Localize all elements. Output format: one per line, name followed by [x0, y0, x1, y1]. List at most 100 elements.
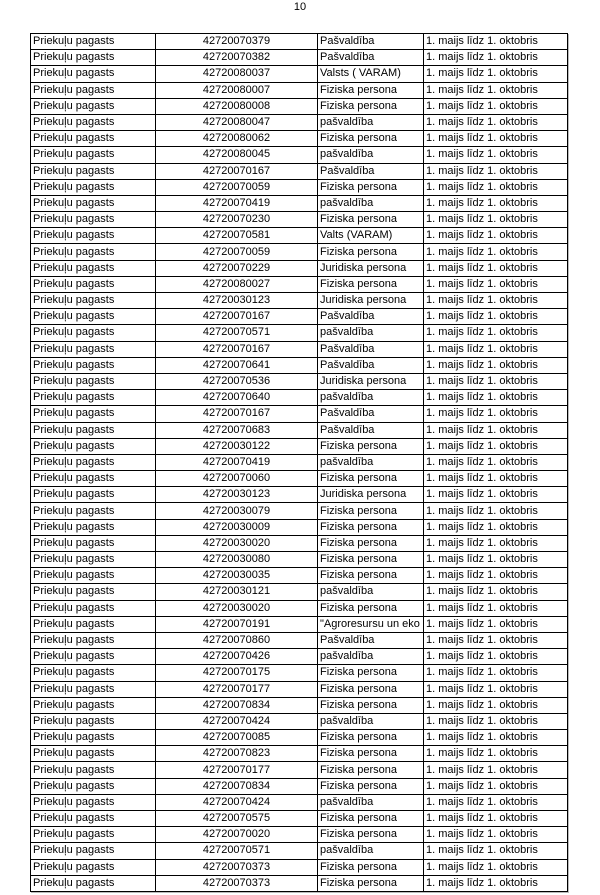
owner-type-cell: Fiziska persona: [317, 874, 424, 892]
period-cell: 1. maijs līdz 1. oktobris: [423, 583, 568, 601]
period-cell: 1. maijs līdz 1. oktobris: [423, 518, 568, 536]
cadastral-number-cell: 42720030123: [155, 291, 318, 310]
period-cell: 1. maijs līdz 1. oktobris: [423, 178, 568, 196]
cadastral-number-cell: 42720070571: [155, 324, 318, 342]
period-cell: 1. maijs līdz 1. oktobris: [423, 259, 568, 277]
owner-type-cell: Fiziska persona: [317, 178, 424, 196]
period-cell: 1. maijs līdz 1. oktobris: [423, 874, 568, 892]
table-row: Priekuļu pagasts 42720070860 Pašvaldība 1. …: [30, 631, 568, 650]
period-cell: 1. maijs līdz 1. oktobris: [423, 842, 568, 860]
parish-cell: Priekuļu pagasts: [30, 308, 156, 326]
table-row: Priekuļu pagasts 42720030121 pašvaldība 1. …: [30, 583, 568, 601]
parish-cell: Priekuļu pagasts: [30, 178, 156, 196]
parish-cell: Priekuļu pagasts: [30, 372, 156, 391]
table-row: Priekuļu pagasts 42720030080 Fiziska perso…: [30, 550, 568, 569]
table-row: Priekuļu pagasts 42720030122 Fiziska perso…: [30, 437, 568, 455]
cadastral-number-cell: 42720030123: [155, 486, 318, 504]
owner-type-cell: pašvaldība: [317, 842, 424, 860]
parish-cell: Priekuļu pagasts: [30, 680, 156, 698]
owner-type-cell: Pašvaldība: [317, 162, 424, 180]
parish-cell: Priekuļu pagasts: [30, 486, 156, 504]
cadastral-number-cell: 42720070575: [155, 809, 318, 828]
owner-type-cell: Fiziska persona: [317, 550, 424, 569]
owner-type-cell: Fiziska persona: [317, 761, 424, 779]
period-cell: 1. maijs līdz 1. oktobris: [423, 631, 568, 650]
parish-cell: Priekuļu pagasts: [30, 49, 156, 67]
cadastral-number-cell: 42720070683: [155, 421, 318, 439]
parish-cell: Priekuļu pagasts: [30, 130, 156, 148]
table-row: Priekuļu pagasts 42720070059 Fiziska perso…: [30, 178, 568, 196]
cadastral-number-cell: 42720070060: [155, 470, 318, 488]
owner-type-cell: Fiziska persona: [317, 437, 424, 455]
table-body: Priekuļu pagasts 42720070379 Pašvaldība 1. …: [30, 32, 568, 892]
parish-cell: Priekuļu pagasts: [30, 453, 156, 472]
owner-type-cell: Fiziska persona: [317, 777, 424, 795]
table-row: Priekuļu pagasts 42720030009 Fiziska perso…: [30, 518, 568, 536]
parish-cell: Priekuļu pagasts: [30, 421, 156, 439]
cadastral-number-cell: 42720070167: [155, 340, 318, 358]
table-row: Priekuļu pagasts 42720080007 Fiziska perso…: [30, 81, 568, 99]
period-cell: 1. maijs līdz 1. oktobris: [423, 437, 568, 455]
table-row: Priekuļu pagasts 42720030035 Fiziska perso…: [30, 567, 568, 585]
parish-cell: Priekuļu pagasts: [30, 696, 156, 714]
table-row: Priekuļu pagasts 42720070424 pašvaldība 1. …: [30, 793, 568, 812]
parish-cell: Priekuļu pagasts: [30, 470, 156, 488]
owner-type-cell: Pašvaldība: [317, 49, 424, 67]
table-row: Priekuļu pagasts 42720070834 Fiziska perso…: [30, 696, 568, 714]
table-row: Priekuļu pagasts 42720070382 Pašvaldība 1. …: [30, 49, 568, 67]
cadastral-number-cell: 42720070373: [155, 858, 318, 876]
parish-cell: Priekuļu pagasts: [30, 842, 156, 860]
parish-cell: Priekuļu pagasts: [30, 291, 156, 310]
owner-type-cell: Fiziska persona: [317, 599, 424, 617]
parish-cell: Priekuļu pagasts: [30, 858, 156, 876]
parish-cell: Priekuļu pagasts: [30, 631, 156, 650]
period-cell: 1. maijs līdz 1. oktobris: [423, 680, 568, 698]
table-row: Priekuļu pagasts 42720070175 Fiziska perso…: [30, 664, 568, 682]
parish-cell: Priekuļu pagasts: [30, 437, 156, 455]
parish-cell: Priekuļu pagasts: [30, 227, 156, 245]
period-cell: 1. maijs līdz 1. oktobris: [423, 664, 568, 682]
cadastral-number-cell: 42720070641: [155, 356, 318, 374]
owner-type-cell: Fiziska persona: [317, 534, 424, 553]
period-cell: 1. maijs līdz 1. oktobris: [423, 421, 568, 439]
cadastral-number-cell: 42720070823: [155, 745, 318, 763]
cadastral-number-cell: 42720030080: [155, 550, 318, 569]
table-row: Priekuļu pagasts 42720080047 pašvaldība 1. …: [30, 113, 568, 132]
owner-type-cell: Fiziska persona: [317, 518, 424, 536]
owner-type-cell: Fiziska persona: [317, 211, 424, 229]
cadastral-number-cell: 42720070419: [155, 453, 318, 472]
owner-type-cell: Fiziska persona: [317, 729, 424, 747]
owner-type-cell: pašvaldība: [317, 712, 424, 731]
owner-type-cell: Fiziska persona: [317, 809, 424, 828]
table-row: Priekuļu pagasts 42720070575 Fiziska perso…: [30, 809, 568, 828]
owner-type-cell: Fiziska persona: [317, 130, 424, 148]
parish-cell: Priekuļu pagasts: [30, 324, 156, 342]
parish-cell: Priekuļu pagasts: [30, 32, 156, 51]
parish-cell: Priekuļu pagasts: [30, 340, 156, 358]
owner-type-cell: pašvaldība: [317, 194, 424, 213]
owner-type-cell: Pašvaldība: [317, 356, 424, 374]
period-cell: 1. maijs līdz 1. oktobris: [423, 777, 568, 795]
cadastral-number-cell: 42720070059: [155, 243, 318, 261]
period-cell: 1. maijs līdz 1. oktobris: [423, 453, 568, 472]
parish-cell: Priekuļu pagasts: [30, 97, 156, 115]
cadastral-number-cell: 42720070834: [155, 696, 318, 714]
cadastral-number-cell: 42720070581: [155, 227, 318, 245]
cadastral-number-cell: 42720070177: [155, 680, 318, 698]
owner-type-cell: Pašvaldība: [317, 340, 424, 358]
period-cell: 1. maijs līdz 1. oktobris: [423, 534, 568, 553]
owner-type-cell: Fiziska persona: [317, 826, 424, 844]
owner-type-cell: "Agroresursu un eko: [317, 615, 424, 633]
owner-type-cell: pašvaldība: [317, 648, 424, 666]
period-cell: 1. maijs līdz 1. oktobris: [423, 502, 568, 520]
period-cell: 1. maijs līdz 1. oktobris: [423, 308, 568, 326]
parish-cell: Priekuļu pagasts: [30, 356, 156, 374]
cadastral-number-cell: 42720070640: [155, 389, 318, 407]
owner-type-cell: Fiziska persona: [317, 470, 424, 488]
owner-type-cell: Fiziska persona: [317, 745, 424, 763]
cadastral-number-cell: 42720070191: [155, 615, 318, 633]
table-row: Priekuļu pagasts 42720070020 Fiziska perso…: [30, 826, 568, 844]
parish-cell: Priekuļu pagasts: [30, 211, 156, 229]
cadastral-number-cell: 42720030020: [155, 599, 318, 617]
period-cell: 1. maijs līdz 1. oktobris: [423, 615, 568, 633]
